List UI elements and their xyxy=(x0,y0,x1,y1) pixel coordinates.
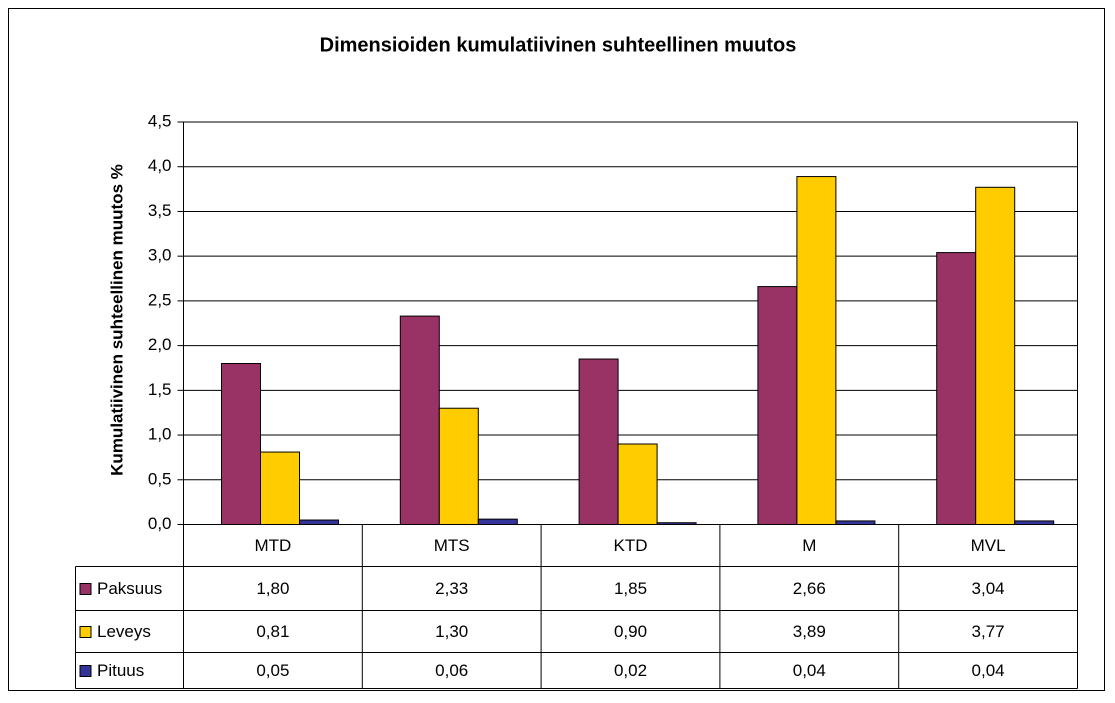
table-value: 0,04 xyxy=(793,661,826,680)
table-value: 1,80 xyxy=(256,579,289,598)
y-tick-label: 2,5 xyxy=(148,290,172,309)
bar xyxy=(399,315,440,525)
x-tick-label: M xyxy=(802,536,816,555)
bar xyxy=(260,451,300,525)
bar xyxy=(221,363,261,525)
table-value: 1,30 xyxy=(435,622,468,641)
legend-key xyxy=(79,665,92,677)
table-value: 0,06 xyxy=(435,661,468,680)
y-tick-label: 1,5 xyxy=(148,380,172,399)
table-value: 0,81 xyxy=(256,622,289,641)
bar xyxy=(757,286,798,526)
bar xyxy=(578,358,619,525)
y-tick-label: 0,5 xyxy=(148,469,172,488)
y-tick-label: 0,0 xyxy=(148,514,172,533)
bar xyxy=(975,186,1016,526)
legend-label: Leveys xyxy=(97,622,151,641)
x-tick-label: KTD xyxy=(614,536,648,555)
bar xyxy=(835,520,876,526)
legend-label: Pituus xyxy=(97,661,144,680)
bar xyxy=(438,407,479,526)
y-tick-label: 4,0 xyxy=(148,156,172,175)
bar xyxy=(617,443,658,525)
legend-label: Paksuus xyxy=(97,579,162,598)
table-value: 1,85 xyxy=(614,579,647,598)
x-tick-label: MTD xyxy=(254,536,291,555)
legend-key xyxy=(79,626,92,638)
x-tick-label: MTS xyxy=(434,536,470,555)
y-tick-label: 3,5 xyxy=(148,201,172,220)
legend-key xyxy=(79,583,92,595)
bar xyxy=(1014,520,1055,526)
y-tick-label: 1,0 xyxy=(148,425,172,444)
y-tick-label: 3,0 xyxy=(148,246,172,265)
table-value: 3,04 xyxy=(972,579,1005,598)
bar xyxy=(936,252,977,525)
table-value: 2,33 xyxy=(435,579,468,598)
chart-title: Dimensioiden kumulatiivinen suhteellinen… xyxy=(320,34,797,56)
y-tick-label: 2,0 xyxy=(148,335,172,354)
table-value: 3,77 xyxy=(972,622,1005,641)
table-value: 0,04 xyxy=(972,661,1005,680)
table-value: 3,89 xyxy=(793,622,826,641)
y-tick-label: 4,5 xyxy=(148,111,172,130)
table-value: 2,66 xyxy=(793,579,826,598)
bar xyxy=(299,519,339,525)
x-tick-label: MVL xyxy=(971,536,1006,555)
bar xyxy=(477,518,518,526)
table-value: 0,02 xyxy=(614,661,647,680)
table-value: 0,90 xyxy=(614,622,647,641)
bar xyxy=(796,176,837,526)
y-axis-title: Kumulatiivinen suhteellinen muutos % xyxy=(107,164,126,476)
table-value: 0,05 xyxy=(256,661,289,680)
